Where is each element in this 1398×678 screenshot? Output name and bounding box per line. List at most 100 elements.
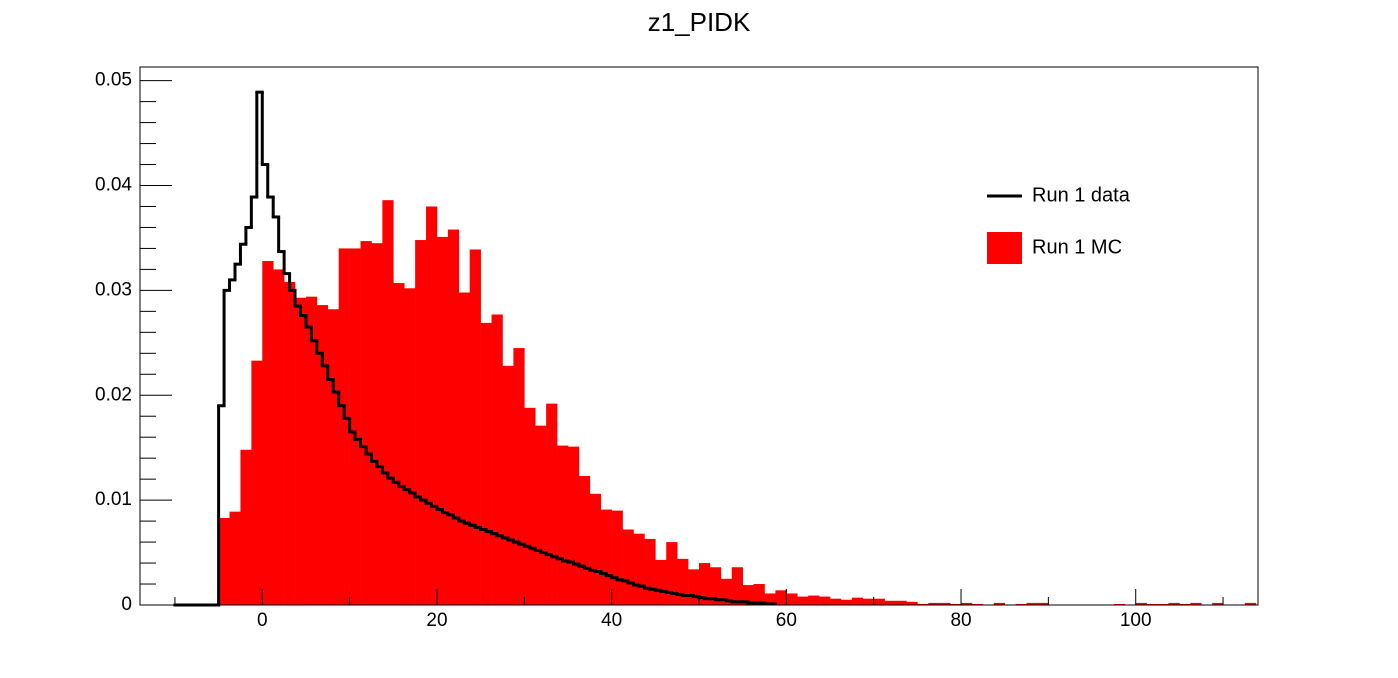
histogram-bar: [1026, 602, 1038, 605]
chart-title: z1_PIDK: [648, 7, 751, 37]
histogram-bar: [589, 493, 602, 605]
histogram-bar: [819, 596, 831, 605]
histogram-bar: [1135, 602, 1147, 605]
histogram-bar: [426, 206, 438, 605]
y-tick-label: 0.01: [95, 489, 132, 510]
histogram-bar: [939, 602, 951, 605]
histogram-bar: [491, 314, 503, 605]
histogram-bar: [349, 248, 361, 606]
histogram-bar: [633, 533, 645, 605]
histogram-bar: [1015, 603, 1027, 605]
x-tick-label: 20: [426, 610, 447, 631]
histogram-bar: [895, 600, 907, 605]
histogram-bar: [1212, 602, 1224, 605]
histogram-bar: [567, 446, 580, 605]
y-tick-label: 0.04: [95, 175, 132, 196]
histogram-bar: [1190, 602, 1202, 605]
histogram-bar: [622, 529, 634, 605]
histogram-bar: [1179, 603, 1191, 605]
y-tick-label: 0.02: [95, 384, 132, 405]
histogram-bar: [436, 236, 449, 606]
histogram-bar: [644, 538, 656, 605]
histogram-bar: [677, 558, 689, 605]
histogram-bar: [851, 597, 864, 605]
histogram-bar: [295, 297, 307, 605]
x-tick-label: 40: [601, 610, 622, 631]
histogram-bar: [480, 322, 492, 605]
histogram-bar: [578, 476, 591, 605]
y-tick-label: 0.03: [95, 279, 132, 300]
histogram-bar: [1168, 602, 1180, 605]
histogram-bar: [1113, 603, 1126, 605]
histogram-bar: [535, 425, 547, 605]
histogram-bar: [415, 240, 427, 605]
histogram-bar: [775, 590, 787, 605]
histogram-bar: [950, 603, 962, 605]
histogram-bar: [393, 283, 405, 605]
histogram-bar: [764, 593, 776, 605]
histogram-bar: [611, 510, 623, 605]
legend-label: Run 1 data: [1032, 184, 1131, 206]
x-tick-label: 60: [776, 610, 797, 631]
histogram-bar: [742, 585, 754, 605]
y-tick-label: 0.05: [95, 70, 132, 91]
histogram-bar: [305, 296, 318, 605]
histogram-bar: [840, 599, 853, 605]
histogram-bar: [830, 598, 842, 605]
histogram-bar: [284, 281, 296, 605]
histogram-bar: [447, 229, 460, 606]
histogram-bar: [229, 511, 241, 605]
histogram-bar: [688, 569, 700, 605]
histogram-bar: [1037, 602, 1049, 605]
histogram-bar: [808, 595, 820, 605]
histogram-bar: [1244, 602, 1257, 605]
histogram-bar: [666, 542, 678, 605]
histogram-bar: [513, 348, 525, 605]
histogram-bar: [382, 200, 394, 605]
histogram-bar: [961, 602, 973, 605]
histogram-bar: [327, 309, 340, 605]
histogram-bar: [1157, 603, 1169, 605]
histogram-bar: [273, 269, 285, 605]
histogram-bar: [655, 559, 667, 605]
histogram-bar: [546, 403, 558, 605]
histogram-bar: [469, 249, 481, 605]
histogram-bar: [502, 365, 514, 605]
y-tick-label: 0: [121, 594, 132, 615]
legend-swatch: [987, 232, 1022, 264]
histogram-bar: [731, 567, 743, 605]
histogram-bar: [360, 241, 372, 606]
histogram-bar: [251, 360, 263, 605]
histogram-bar: [699, 563, 711, 605]
histogram-bar: [993, 602, 1006, 605]
histogram-bar: [1146, 603, 1158, 605]
histogram-bar: [797, 596, 809, 605]
histogram-bar: [971, 603, 984, 605]
histogram-bar: [218, 517, 230, 605]
histogram-bar: [753, 584, 765, 605]
histogram-bar: [338, 248, 350, 606]
histogram-bar: [458, 292, 471, 605]
histogram-bar: [240, 449, 252, 605]
histogram-bar: [524, 407, 536, 605]
x-tick-label: 100: [1120, 610, 1152, 631]
histogram-bar: [262, 261, 274, 605]
histogram-bar: [316, 305, 329, 605]
x-tick-label: 0: [257, 610, 268, 631]
histogram-bar: [906, 601, 918, 605]
histogram-bar: [557, 445, 569, 605]
histogram-bar: [928, 602, 940, 605]
legend-label: Run 1 MC: [1032, 236, 1122, 258]
histogram-bar: [600, 509, 612, 605]
histogram-bar: [709, 567, 722, 605]
histogram-bar: [873, 598, 885, 605]
histogram-bar: [917, 603, 929, 605]
histogram-bar: [371, 243, 383, 605]
histogram-bar: [862, 598, 874, 605]
histogram-bar: [404, 288, 416, 605]
x-tick-label: 80: [950, 610, 971, 631]
histogram-bar: [786, 593, 798, 605]
histogram-bar: [884, 600, 896, 605]
